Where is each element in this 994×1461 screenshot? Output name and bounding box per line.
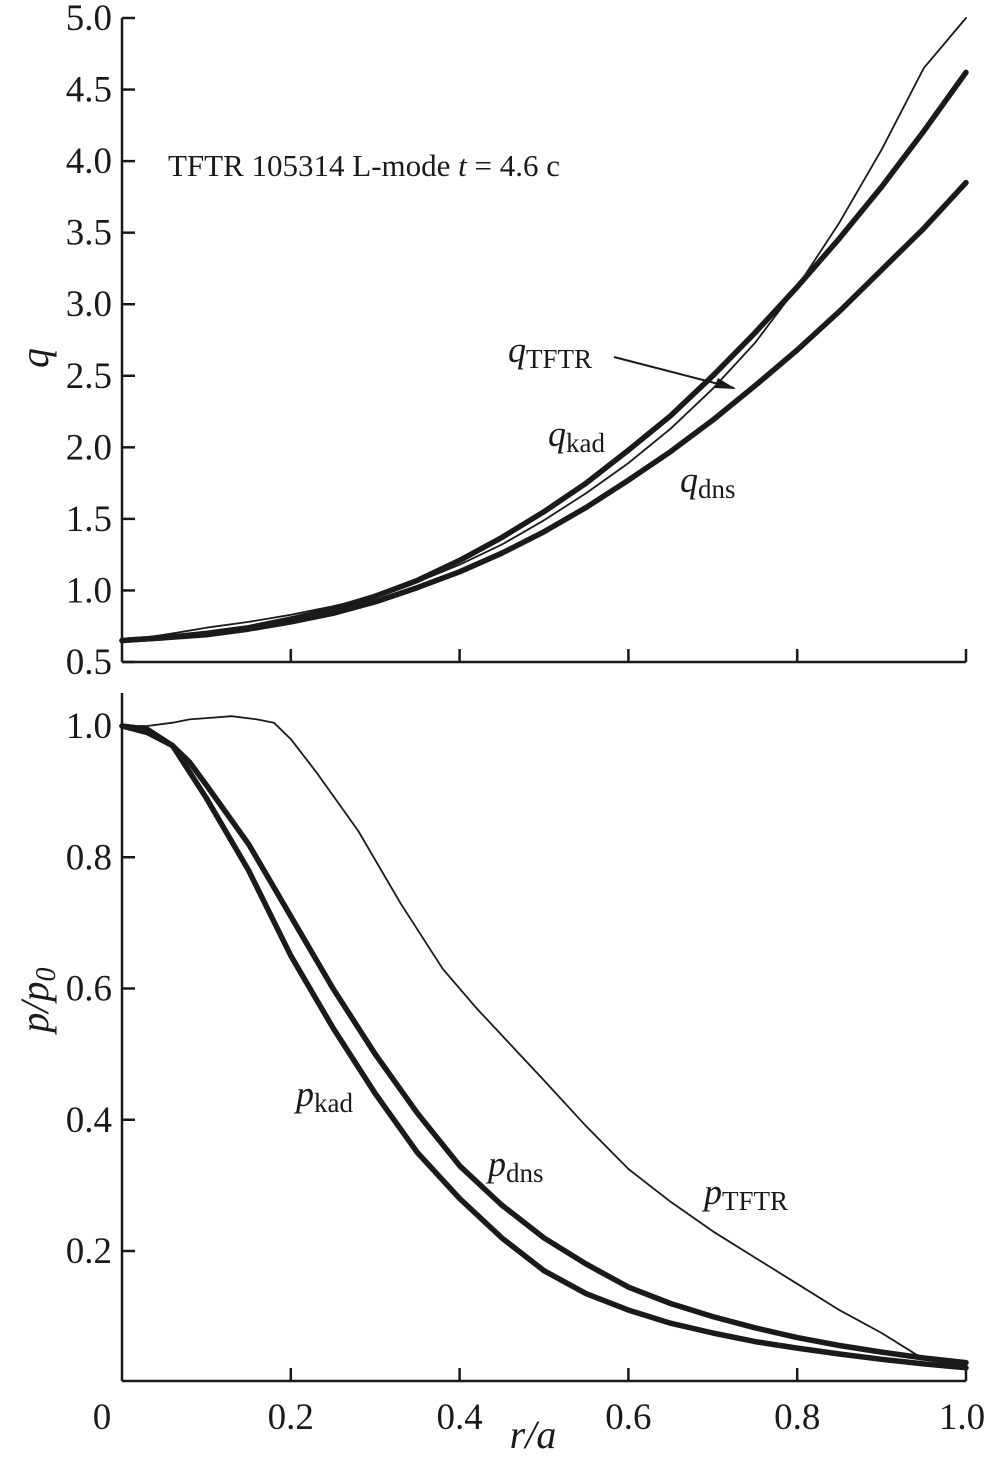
annotation-var: t bbox=[458, 148, 468, 183]
p-y-tick-label: 0.8 bbox=[66, 837, 112, 878]
annotation-main: TFTR 105314 L-mode bbox=[168, 148, 458, 183]
p-dns-label-base: p bbox=[485, 1144, 506, 1184]
q-tftr-label-base: q bbox=[508, 330, 526, 370]
q-tftr-curve bbox=[121, 17, 967, 642]
p-y-tick-label: 0.4 bbox=[66, 1100, 112, 1141]
p-y-tick-label: 0.6 bbox=[66, 969, 112, 1010]
pressure-profile-panel: 0.20.40.60.81.0 0 0.2 0.4 0.6 0.8 1.0 p/p0 r/… bbox=[12, 693, 985, 1457]
q-y-tick-label: 5.0 bbox=[66, 0, 112, 39]
q-y-tick-label: 1.5 bbox=[66, 499, 112, 540]
q-y-tick-label: 0.5 bbox=[66, 642, 112, 683]
q-dns-label-sub: dns bbox=[698, 474, 736, 504]
x-tick-label: 0 bbox=[93, 1397, 112, 1438]
p-x-ticks: 0 0.2 0.4 0.6 0.8 1.0 bbox=[93, 1368, 985, 1438]
q-x-ticks bbox=[289, 649, 968, 662]
p-y-axis-label-base: p/p bbox=[12, 981, 57, 1035]
x-tick-label: 0.2 bbox=[268, 1397, 314, 1438]
p-y-tick-label: 1.0 bbox=[66, 706, 112, 747]
p-tftr-label-sub: TFTR bbox=[722, 1186, 788, 1216]
q-dns-curve bbox=[119, 179, 969, 644]
x-axis-label: r/a bbox=[510, 1412, 557, 1457]
p-tftr-label-base: p bbox=[701, 1172, 722, 1212]
x-tick-label: 0.6 bbox=[605, 1397, 651, 1438]
q-dns-label: qdns bbox=[680, 460, 736, 504]
q-y-tick-label: 2.0 bbox=[66, 427, 112, 468]
p-kad-label-sub: kad bbox=[314, 1088, 353, 1118]
q-y-tick-label: 3.0 bbox=[66, 284, 112, 325]
p-tftr-label: pTFTR bbox=[701, 1172, 788, 1216]
p-y-axis-label-sub: 0 bbox=[31, 967, 62, 981]
x-tick-label: 0.8 bbox=[774, 1397, 820, 1438]
q-y-axis-label: q bbox=[12, 348, 57, 368]
q-tftr-pointer-line bbox=[613, 356, 735, 389]
q-y-tick-label: 4.5 bbox=[66, 70, 112, 111]
p-y-tick-label: 0.2 bbox=[66, 1231, 112, 1272]
q-y-ticks: 0.5 1.0 1.5 2.0 2.5 3.0 3.5 4.0 4.5 5.0 bbox=[66, 0, 135, 683]
q-y-tick-label: 3.5 bbox=[66, 213, 112, 254]
q-tftr-label-sub: TFTR bbox=[526, 344, 592, 374]
q-y-tick-label: 1.0 bbox=[66, 570, 112, 611]
q-profile-panel: 0.5 1.0 1.5 2.0 2.5 3.0 3.5 4.0 4.5 5.0 TFTR 1053… bbox=[12, 0, 969, 683]
p-curves bbox=[119, 715, 969, 1371]
p-y-axis-label: p/p0 bbox=[12, 967, 62, 1035]
q-dns-label-base: q bbox=[680, 460, 698, 500]
q-y-tick-label: 2.5 bbox=[66, 356, 112, 397]
q-kad-label: qkad bbox=[548, 414, 605, 458]
p-kad-label-base: p bbox=[293, 1074, 314, 1114]
p-tftr-curve bbox=[121, 715, 967, 1367]
q-kad-label-base: q bbox=[548, 414, 566, 454]
q-kad-label-sub: kad bbox=[566, 428, 605, 458]
q-tftr-label: qTFTR bbox=[508, 330, 592, 374]
q-y-tick-label: 4.0 bbox=[66, 141, 112, 182]
p-dns-label: pdns bbox=[485, 1144, 544, 1188]
x-tick-label: 1.0 bbox=[939, 1397, 985, 1438]
p-dns-curve bbox=[119, 723, 969, 1366]
p-kad-label: pkad bbox=[293, 1074, 353, 1118]
p-kad-curve bbox=[119, 723, 969, 1371]
p-dns-label-sub: dns bbox=[506, 1158, 544, 1188]
shot-annotation: TFTR 105314 L-mode t = 4.6 c bbox=[168, 148, 560, 183]
annotation-rest: = 4.6 c bbox=[467, 148, 560, 183]
q-tftr-arrowhead bbox=[714, 378, 736, 389]
x-tick-label: 0.4 bbox=[436, 1397, 482, 1438]
q-curves bbox=[119, 17, 969, 644]
p-y-ticks: 0.2 0.4 0.6 0.8 1.0 bbox=[66, 706, 135, 1272]
